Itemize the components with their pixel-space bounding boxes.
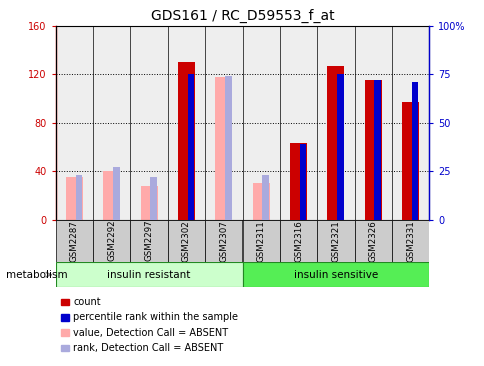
Bar	[178, 62, 195, 220]
Bar	[187, 74, 194, 220]
Bar	[130, 220, 167, 262]
Bar	[167, 220, 205, 262]
Text: GSM2321: GSM2321	[331, 220, 340, 262]
Bar	[103, 171, 120, 220]
Bar	[336, 74, 343, 220]
Bar	[279, 220, 317, 262]
Bar	[289, 143, 306, 220]
Bar	[354, 220, 391, 262]
Bar	[317, 220, 354, 262]
Text: GSM2287: GSM2287	[70, 220, 79, 262]
Text: GSM2331: GSM2331	[405, 220, 414, 262]
Text: insulin resistant: insulin resistant	[107, 269, 190, 280]
Bar	[215, 76, 232, 220]
Text: value, Detection Call = ABSENT: value, Detection Call = ABSENT	[73, 328, 228, 338]
Bar	[374, 80, 380, 220]
Bar	[225, 76, 231, 220]
Text: metabolism: metabolism	[6, 269, 67, 280]
Bar	[56, 220, 93, 262]
Text: GSM2316: GSM2316	[293, 220, 302, 262]
Text: GSM2302: GSM2302	[182, 220, 191, 262]
Bar	[113, 167, 120, 220]
Text: insulin sensitive: insulin sensitive	[293, 269, 377, 280]
Text: GSM2326: GSM2326	[368, 220, 377, 262]
Bar	[205, 220, 242, 262]
Bar	[262, 175, 269, 220]
Text: count: count	[73, 297, 101, 307]
Text: GSM2311: GSM2311	[256, 220, 265, 262]
Bar	[150, 177, 157, 220]
Text: percentile rank within the sample: percentile rank within the sample	[73, 312, 238, 322]
Bar	[56, 262, 242, 287]
Bar	[327, 66, 344, 220]
Text: GSM2292: GSM2292	[107, 220, 116, 261]
Bar	[401, 102, 418, 220]
Bar	[66, 177, 83, 220]
Bar	[93, 220, 130, 262]
Text: rank, Detection Call = ABSENT: rank, Detection Call = ABSENT	[73, 343, 223, 353]
Bar	[364, 80, 381, 220]
Text: GDS161 / RC_D59553_f_at: GDS161 / RC_D59553_f_at	[151, 9, 333, 23]
Bar	[140, 186, 157, 220]
Bar	[76, 175, 82, 220]
Text: GSM2297: GSM2297	[144, 220, 153, 261]
Bar	[411, 82, 418, 220]
Bar	[242, 262, 428, 287]
Bar	[299, 144, 306, 220]
Bar	[252, 183, 269, 220]
Text: GSM2307: GSM2307	[219, 220, 228, 262]
Bar	[242, 220, 279, 262]
Bar	[391, 220, 428, 262]
